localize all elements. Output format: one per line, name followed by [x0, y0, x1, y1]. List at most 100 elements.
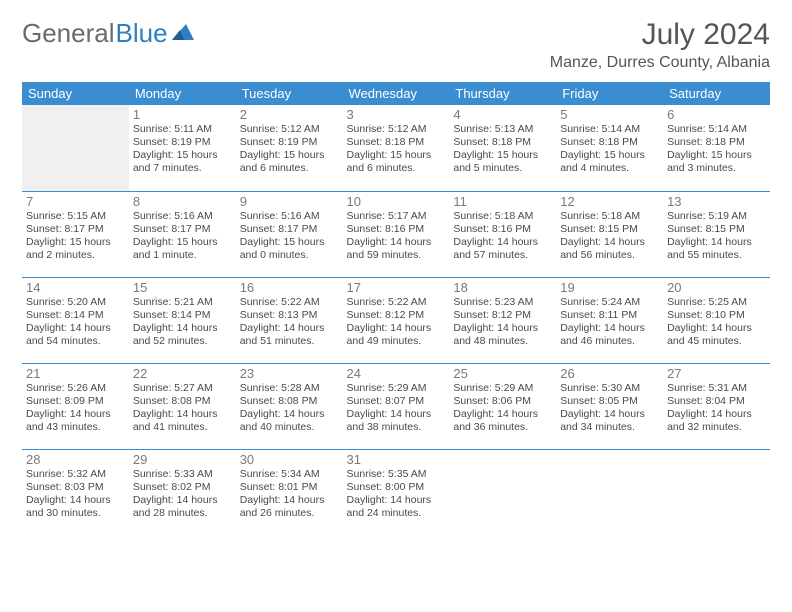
calendar-week-row: 1Sunrise: 5:11 AMSunset: 8:19 PMDaylight…: [22, 105, 770, 191]
day-info: Sunrise: 5:11 AMSunset: 8:19 PMDaylight:…: [133, 123, 232, 176]
calendar-day-cell: 22Sunrise: 5:27 AMSunset: 8:08 PMDayligh…: [129, 363, 236, 449]
calendar-day-cell: 1Sunrise: 5:11 AMSunset: 8:19 PMDaylight…: [129, 105, 236, 191]
calendar-day-cell: 6Sunrise: 5:14 AMSunset: 8:18 PMDaylight…: [663, 105, 770, 191]
calendar-week-row: 28Sunrise: 5:32 AMSunset: 8:03 PMDayligh…: [22, 449, 770, 535]
day-info: Sunrise: 5:34 AMSunset: 8:01 PMDaylight:…: [240, 468, 339, 521]
day-number: 17: [347, 280, 446, 295]
calendar-day-cell: 31Sunrise: 5:35 AMSunset: 8:00 PMDayligh…: [343, 449, 450, 535]
calendar-week-row: 21Sunrise: 5:26 AMSunset: 8:09 PMDayligh…: [22, 363, 770, 449]
day-info: Sunrise: 5:32 AMSunset: 8:03 PMDaylight:…: [26, 468, 125, 521]
title-block: July 2024 Manze, Durres County, Albania: [550, 18, 770, 72]
calendar-day-cell: 18Sunrise: 5:23 AMSunset: 8:12 PMDayligh…: [449, 277, 556, 363]
calendar-day-cell: 5Sunrise: 5:14 AMSunset: 8:18 PMDaylight…: [556, 105, 663, 191]
day-info: Sunrise: 5:22 AMSunset: 8:12 PMDaylight:…: [347, 296, 446, 349]
day-number: 29: [133, 452, 232, 467]
calendar-day-cell: 21Sunrise: 5:26 AMSunset: 8:09 PMDayligh…: [22, 363, 129, 449]
day-number: 31: [347, 452, 446, 467]
calendar-day-cell: 27Sunrise: 5:31 AMSunset: 8:04 PMDayligh…: [663, 363, 770, 449]
calendar-day-cell: 17Sunrise: 5:22 AMSunset: 8:12 PMDayligh…: [343, 277, 450, 363]
calendar-day-cell: 9Sunrise: 5:16 AMSunset: 8:17 PMDaylight…: [236, 191, 343, 277]
day-number: 13: [667, 194, 766, 209]
calendar-day-cell: 12Sunrise: 5:18 AMSunset: 8:15 PMDayligh…: [556, 191, 663, 277]
calendar-day-cell: 28Sunrise: 5:32 AMSunset: 8:03 PMDayligh…: [22, 449, 129, 535]
day-info: Sunrise: 5:28 AMSunset: 8:08 PMDaylight:…: [240, 382, 339, 435]
calendar-table: SundayMondayTuesdayWednesdayThursdayFrid…: [22, 82, 770, 535]
day-number: 21: [26, 366, 125, 381]
day-number: 25: [453, 366, 552, 381]
calendar-day-cell: [556, 449, 663, 535]
day-number: 26: [560, 366, 659, 381]
calendar-day-cell: 8Sunrise: 5:16 AMSunset: 8:17 PMDaylight…: [129, 191, 236, 277]
calendar-body: 1Sunrise: 5:11 AMSunset: 8:19 PMDaylight…: [22, 105, 770, 535]
day-info: Sunrise: 5:17 AMSunset: 8:16 PMDaylight:…: [347, 210, 446, 263]
day-info: Sunrise: 5:16 AMSunset: 8:17 PMDaylight:…: [240, 210, 339, 263]
logo: General Blue: [22, 18, 196, 49]
day-info: Sunrise: 5:13 AMSunset: 8:18 PMDaylight:…: [453, 123, 552, 176]
day-info: Sunrise: 5:18 AMSunset: 8:16 PMDaylight:…: [453, 210, 552, 263]
day-number: 23: [240, 366, 339, 381]
day-number: 16: [240, 280, 339, 295]
calendar-day-cell: 15Sunrise: 5:21 AMSunset: 8:14 PMDayligh…: [129, 277, 236, 363]
logo-text-general: General: [22, 18, 115, 49]
calendar-day-cell: 25Sunrise: 5:29 AMSunset: 8:06 PMDayligh…: [449, 363, 556, 449]
day-number: 11: [453, 194, 552, 209]
logo-text-blue: Blue: [116, 18, 168, 49]
day-number: 24: [347, 366, 446, 381]
day-header: Friday: [556, 82, 663, 105]
day-number: 5: [560, 107, 659, 122]
header: General Blue July 2024 Manze, Durres Cou…: [22, 18, 770, 72]
calendar-week-row: 7Sunrise: 5:15 AMSunset: 8:17 PMDaylight…: [22, 191, 770, 277]
day-info: Sunrise: 5:29 AMSunset: 8:07 PMDaylight:…: [347, 382, 446, 435]
calendar-day-cell: 29Sunrise: 5:33 AMSunset: 8:02 PMDayligh…: [129, 449, 236, 535]
day-header: Thursday: [449, 82, 556, 105]
calendar-day-cell: 3Sunrise: 5:12 AMSunset: 8:18 PMDaylight…: [343, 105, 450, 191]
day-info: Sunrise: 5:18 AMSunset: 8:15 PMDaylight:…: [560, 210, 659, 263]
day-info: Sunrise: 5:29 AMSunset: 8:06 PMDaylight:…: [453, 382, 552, 435]
day-info: Sunrise: 5:27 AMSunset: 8:08 PMDaylight:…: [133, 382, 232, 435]
day-info: Sunrise: 5:12 AMSunset: 8:18 PMDaylight:…: [347, 123, 446, 176]
calendar-header-row: SundayMondayTuesdayWednesdayThursdayFrid…: [22, 82, 770, 105]
day-info: Sunrise: 5:19 AMSunset: 8:15 PMDaylight:…: [667, 210, 766, 263]
day-number: 6: [667, 107, 766, 122]
day-number: 9: [240, 194, 339, 209]
calendar-day-cell: 4Sunrise: 5:13 AMSunset: 8:18 PMDaylight…: [449, 105, 556, 191]
day-number: 20: [667, 280, 766, 295]
day-info: Sunrise: 5:33 AMSunset: 8:02 PMDaylight:…: [133, 468, 232, 521]
day-header: Tuesday: [236, 82, 343, 105]
day-number: 4: [453, 107, 552, 122]
location: Manze, Durres County, Albania: [550, 54, 770, 72]
calendar-day-cell: [449, 449, 556, 535]
day-number: 22: [133, 366, 232, 381]
day-info: Sunrise: 5:16 AMSunset: 8:17 PMDaylight:…: [133, 210, 232, 263]
day-info: Sunrise: 5:15 AMSunset: 8:17 PMDaylight:…: [26, 210, 125, 263]
calendar-day-cell: 14Sunrise: 5:20 AMSunset: 8:14 PMDayligh…: [22, 277, 129, 363]
calendar-day-cell: 30Sunrise: 5:34 AMSunset: 8:01 PMDayligh…: [236, 449, 343, 535]
day-number: 2: [240, 107, 339, 122]
calendar-day-cell: 26Sunrise: 5:30 AMSunset: 8:05 PMDayligh…: [556, 363, 663, 449]
day-info: Sunrise: 5:24 AMSunset: 8:11 PMDaylight:…: [560, 296, 659, 349]
day-info: Sunrise: 5:35 AMSunset: 8:00 PMDaylight:…: [347, 468, 446, 521]
day-number: 8: [133, 194, 232, 209]
day-info: Sunrise: 5:25 AMSunset: 8:10 PMDaylight:…: [667, 296, 766, 349]
calendar-day-cell: 23Sunrise: 5:28 AMSunset: 8:08 PMDayligh…: [236, 363, 343, 449]
day-header: Sunday: [22, 82, 129, 105]
calendar-day-cell: 11Sunrise: 5:18 AMSunset: 8:16 PMDayligh…: [449, 191, 556, 277]
calendar-day-cell: 10Sunrise: 5:17 AMSunset: 8:16 PMDayligh…: [343, 191, 450, 277]
day-info: Sunrise: 5:31 AMSunset: 8:04 PMDaylight:…: [667, 382, 766, 435]
calendar-day-cell: 13Sunrise: 5:19 AMSunset: 8:15 PMDayligh…: [663, 191, 770, 277]
day-number: 14: [26, 280, 125, 295]
day-info: Sunrise: 5:14 AMSunset: 8:18 PMDaylight:…: [560, 123, 659, 176]
calendar-day-cell: 19Sunrise: 5:24 AMSunset: 8:11 PMDayligh…: [556, 277, 663, 363]
calendar-day-cell: 7Sunrise: 5:15 AMSunset: 8:17 PMDaylight…: [22, 191, 129, 277]
month-title: July 2024: [550, 18, 770, 52]
day-number: 10: [347, 194, 446, 209]
day-number: 7: [26, 194, 125, 209]
day-info: Sunrise: 5:30 AMSunset: 8:05 PMDaylight:…: [560, 382, 659, 435]
day-info: Sunrise: 5:12 AMSunset: 8:19 PMDaylight:…: [240, 123, 339, 176]
day-header: Monday: [129, 82, 236, 105]
day-number: 12: [560, 194, 659, 209]
day-info: Sunrise: 5:21 AMSunset: 8:14 PMDaylight:…: [133, 296, 232, 349]
day-info: Sunrise: 5:26 AMSunset: 8:09 PMDaylight:…: [26, 382, 125, 435]
day-info: Sunrise: 5:23 AMSunset: 8:12 PMDaylight:…: [453, 296, 552, 349]
day-header: Wednesday: [343, 82, 450, 105]
